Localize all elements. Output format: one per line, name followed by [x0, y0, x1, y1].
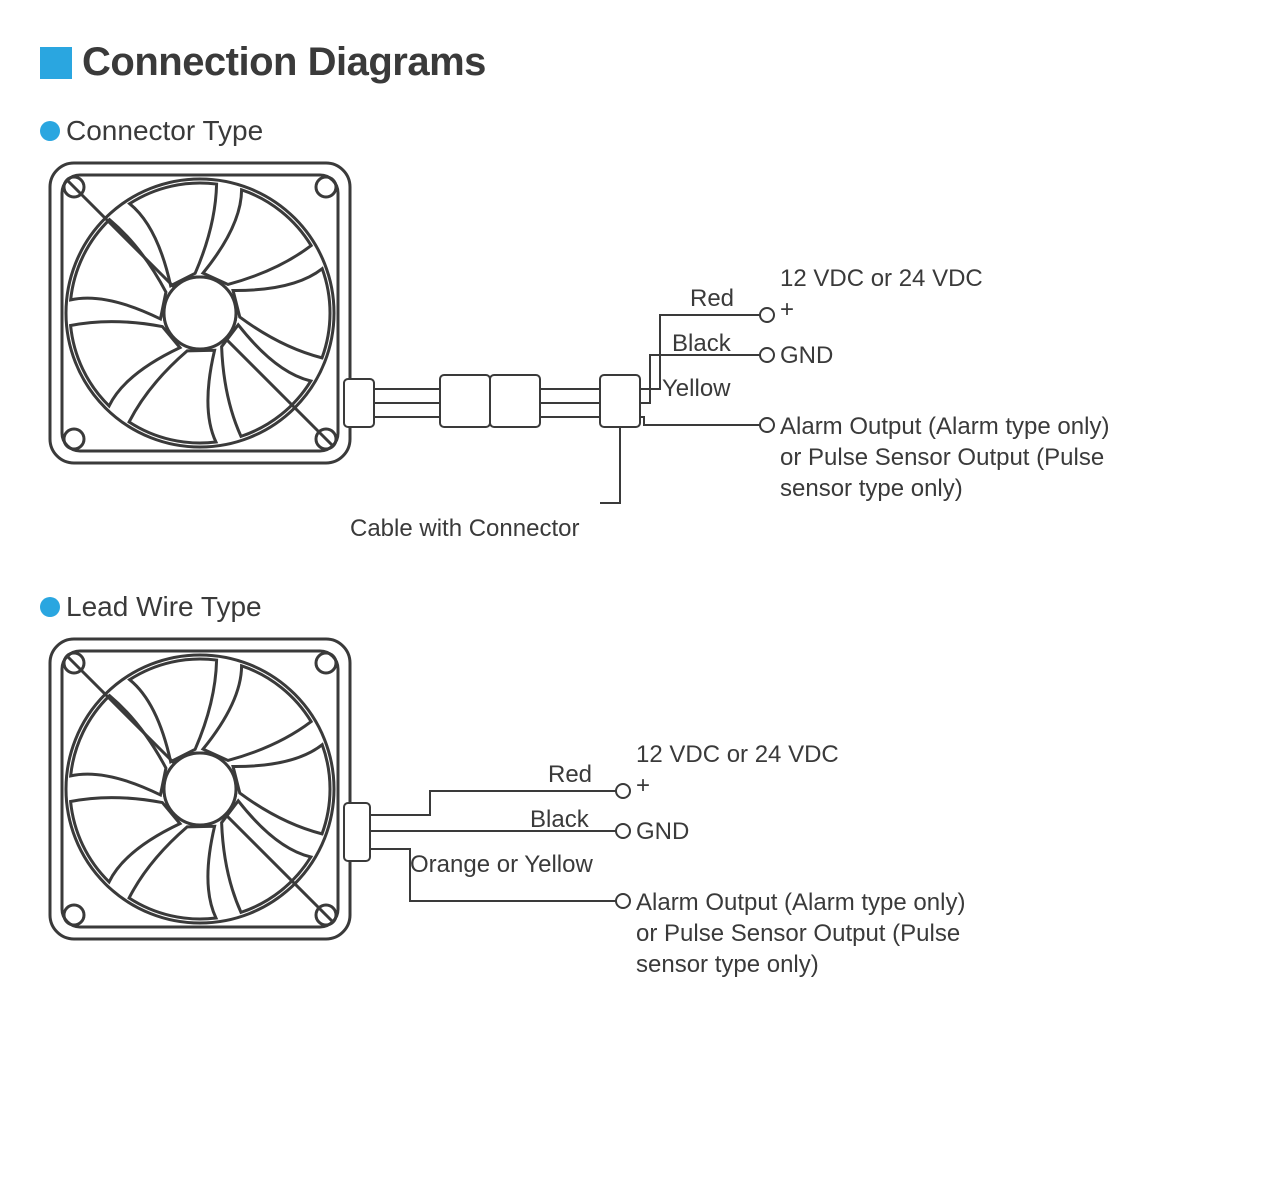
section-heading-row: Lead Wire Type — [40, 591, 1240, 623]
wire-desc-line: or Pulse Sensor Output (Pulse — [780, 444, 1104, 471]
wire-desc-line: 12 VDC or 24 VDC — [780, 265, 983, 292]
wire-color-label: Red — [548, 759, 592, 790]
bullet-icon — [40, 121, 60, 141]
wire-color-label: Yellow — [662, 373, 731, 404]
page-title-row: Connection Diagrams — [40, 40, 1240, 85]
wire-desc-line: 12 VDC or 24 VDC — [636, 741, 839, 768]
title-square-icon — [40, 47, 72, 79]
lead-wire-type-diagram: Red Black Orange or Yellow 12 VDC or 24 … — [40, 629, 1220, 1049]
page-title: Connection Diagrams — [82, 40, 486, 85]
section-heading-row: Connector Type — [40, 115, 1240, 147]
wire-desc-line: Alarm Output (Alarm type only) — [780, 413, 1109, 440]
wire-desc: GND — [636, 816, 689, 847]
wire-desc-line: + — [636, 772, 650, 799]
bullet-icon — [40, 597, 60, 617]
wire-desc: 12 VDC or 24 VDC + — [780, 263, 983, 325]
wire-desc-line: or Pulse Sensor Output (Pulse — [636, 920, 960, 947]
wire-desc-line: + — [780, 296, 794, 323]
wire-desc-line: Alarm Output (Alarm type only) — [636, 889, 965, 916]
wire-color-label: Black — [672, 328, 731, 359]
wire-desc: Alarm Output (Alarm type only) or Pulse … — [780, 411, 1210, 505]
section-heading: Lead Wire Type — [66, 591, 262, 623]
wire-desc: GND — [780, 340, 833, 371]
section-heading: Connector Type — [66, 115, 263, 147]
wire-desc-line: sensor type only) — [780, 475, 963, 502]
wire-desc: Alarm Output (Alarm type only) or Pulse … — [636, 887, 1066, 981]
connector-type-diagram: Red Black Yellow 12 VDC or 24 VDC + GND … — [40, 153, 1220, 573]
wire-color-label: Black — [530, 804, 589, 835]
wire-color-label: Orange or Yellow — [410, 849, 593, 880]
wire-desc-line: sensor type only) — [636, 951, 819, 978]
wire-desc: 12 VDC or 24 VDC + — [636, 739, 839, 801]
cable-note: Cable with Connector — [350, 513, 579, 544]
wire-color-label: Red — [690, 283, 734, 314]
